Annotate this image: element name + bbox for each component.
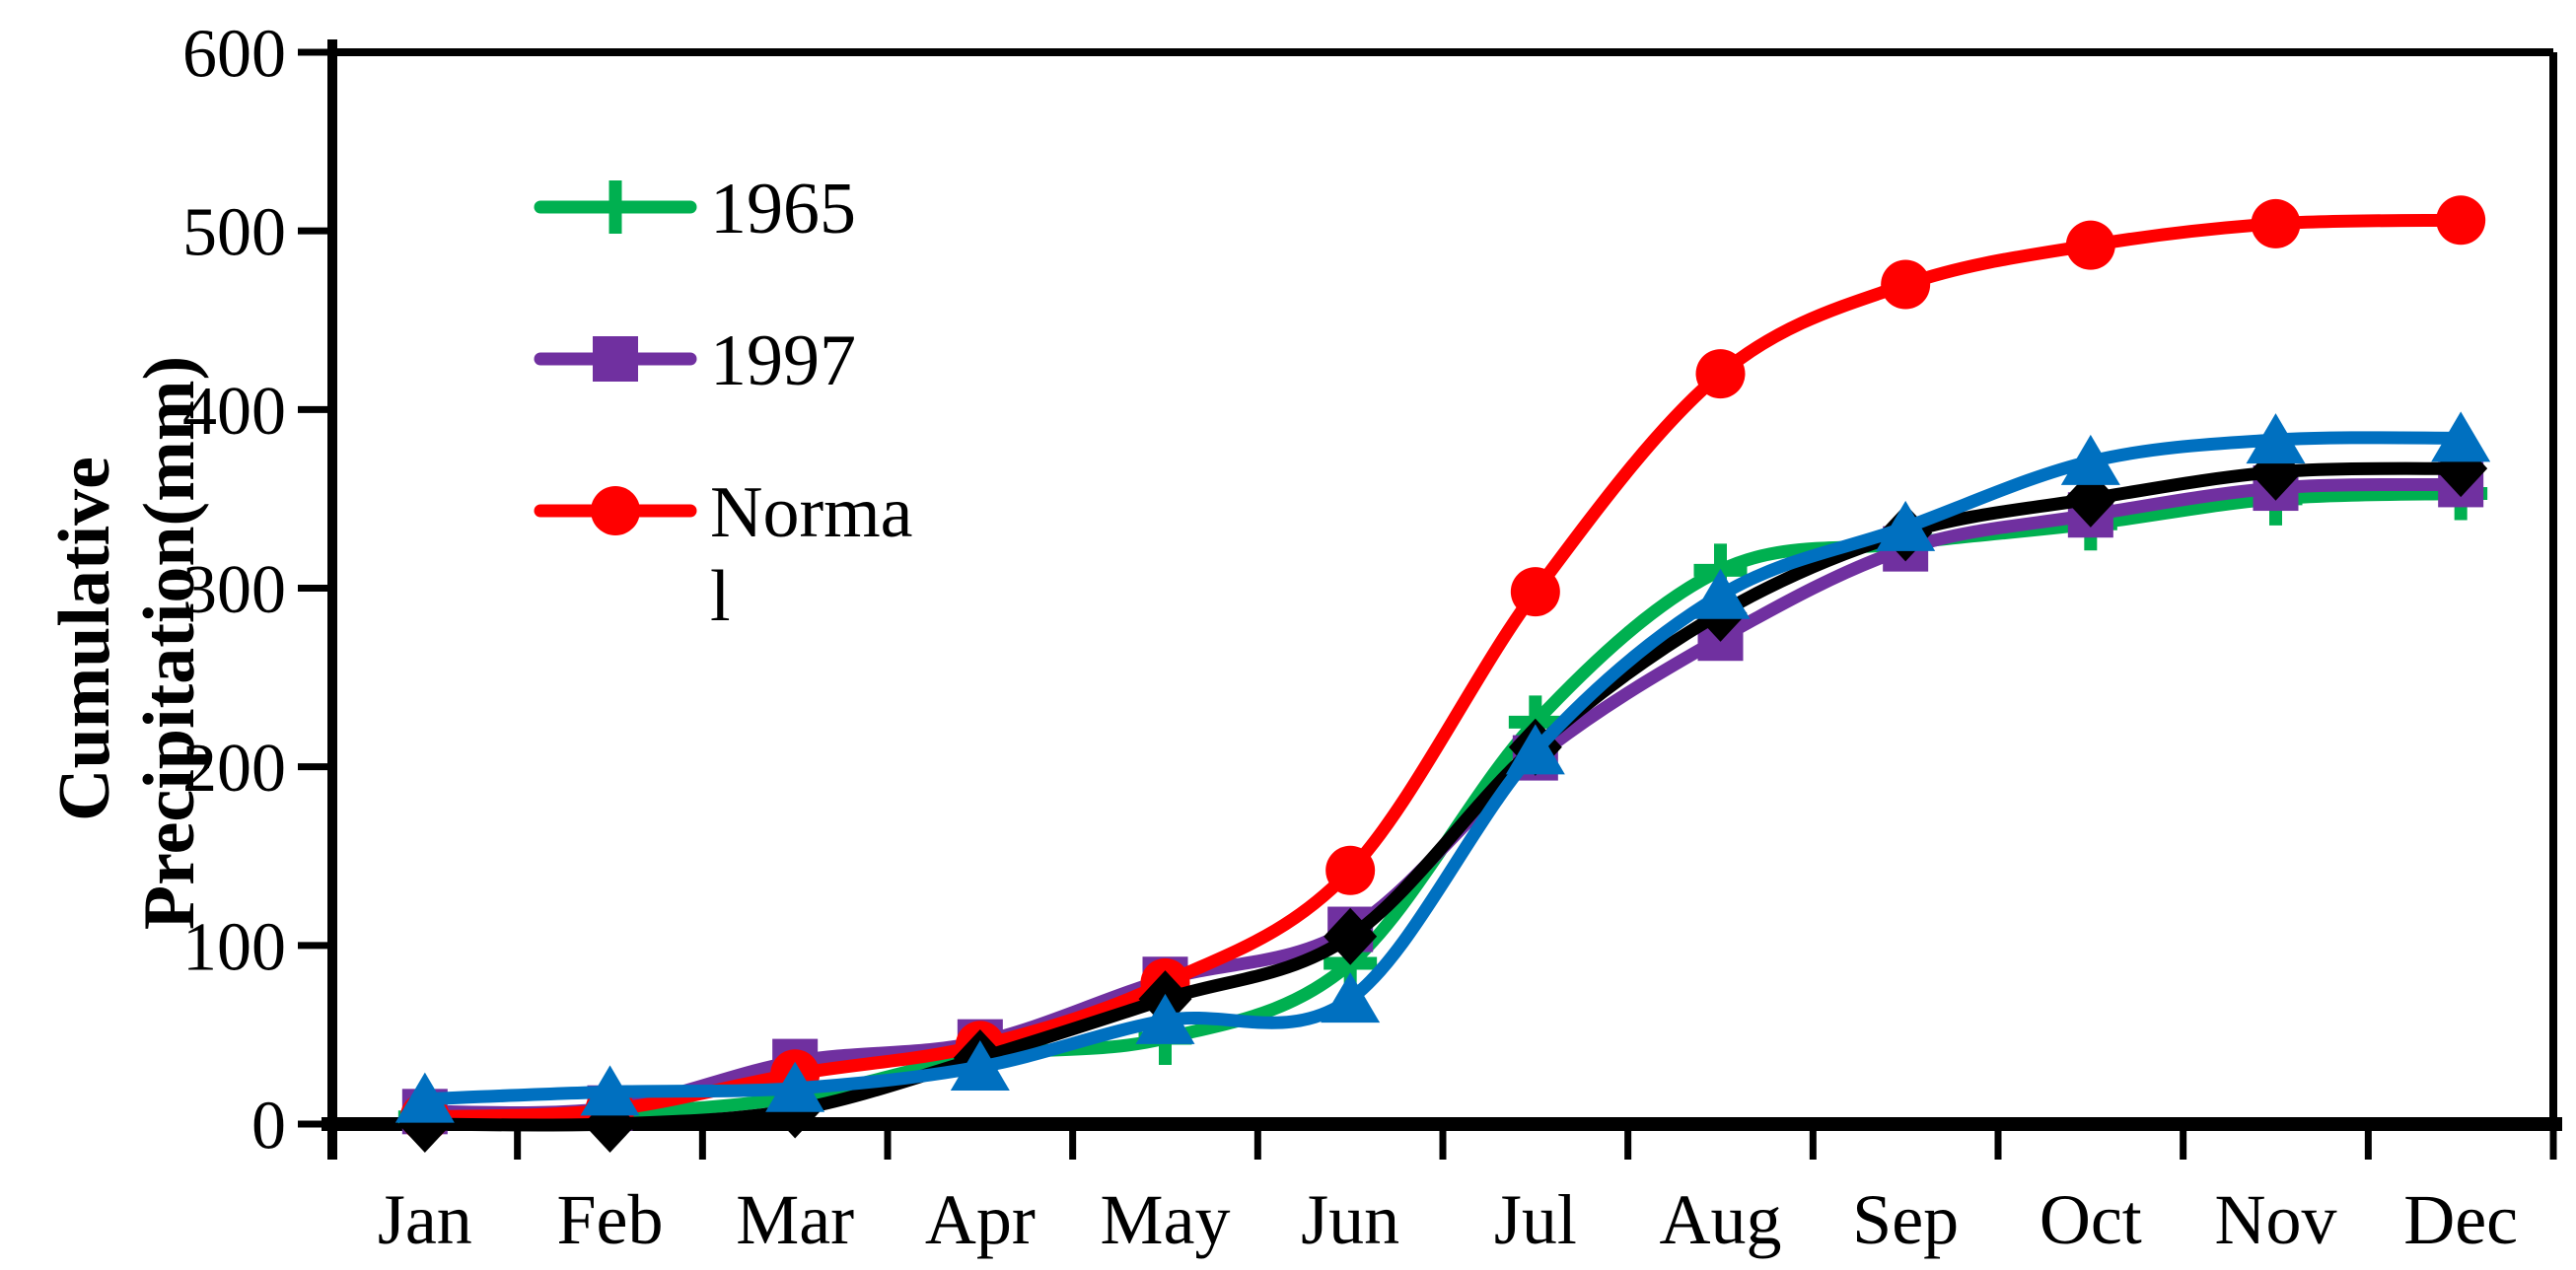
- y-tick-label: 600: [182, 17, 286, 93]
- triangle-marker: [2060, 434, 2120, 485]
- legend-label-Normal: l: [710, 556, 731, 637]
- circle-marker: [2251, 198, 2301, 248]
- circle-marker: [2065, 220, 2115, 270]
- circle-marker: [2436, 195, 2486, 246]
- circle-marker: [591, 486, 640, 535]
- x-axis-label: Oct: [2039, 1180, 2142, 1259]
- legend-label-1965: 1965: [710, 169, 856, 249]
- y-axis-title-line1: Cumulative: [44, 457, 125, 821]
- y-tick-label: 200: [182, 731, 286, 807]
- y-tick-label: 300: [182, 552, 286, 628]
- y-tick-label: 100: [182, 909, 286, 985]
- triangle-marker: [1135, 993, 1195, 1044]
- x-axis-label: Dec: [2403, 1180, 2518, 1259]
- triangle-marker: [1505, 724, 1565, 775]
- x-axis-label: Sep: [1852, 1180, 1959, 1259]
- triangle-marker: [1690, 568, 1751, 619]
- legend-item-1965: 1965: [534, 169, 856, 249]
- diamond-marker: [1324, 907, 1378, 965]
- x-axis-label: Aug: [1660, 1180, 1782, 1259]
- triangle-marker: [950, 1040, 1010, 1092]
- triangle-marker: [765, 1061, 825, 1112]
- x-axis-label: Mar: [736, 1180, 854, 1259]
- triangle-marker: [1876, 500, 1936, 551]
- triangle-marker: [1321, 972, 1381, 1023]
- legend-label-Normal: Norma: [710, 472, 913, 553]
- circle-marker: [1510, 567, 1560, 617]
- y-tick-label: 400: [182, 374, 286, 450]
- x-axis-label: Jan: [378, 1180, 472, 1259]
- triangle-marker: [394, 1072, 455, 1123]
- square-marker: [593, 336, 638, 382]
- x-axis-label: Jul: [1494, 1180, 1577, 1259]
- triangle-marker: [2246, 413, 2306, 464]
- plus-marker: [589, 180, 642, 234]
- circle-marker: [1881, 259, 1931, 310]
- triangle-marker: [580, 1065, 640, 1116]
- triangle-marker: [2431, 411, 2491, 462]
- circle-marker: [1695, 349, 1746, 399]
- circle-marker: [1325, 845, 1376, 895]
- y-axis-title-line2: Precipitation(mm): [129, 356, 210, 930]
- y-tick-label: 0: [251, 1089, 286, 1164]
- y-tick-label: 500: [182, 195, 286, 271]
- x-axis-label: May: [1101, 1180, 1231, 1259]
- legend-label-1997: 1997: [710, 320, 856, 401]
- x-axis-label: Apr: [925, 1180, 1036, 1259]
- x-axis-label: Nov: [2215, 1180, 2337, 1259]
- legend-item-1997: 1997: [534, 320, 856, 401]
- x-axis-label: Feb: [557, 1180, 664, 1259]
- x-axis-label: Jun: [1301, 1180, 1399, 1259]
